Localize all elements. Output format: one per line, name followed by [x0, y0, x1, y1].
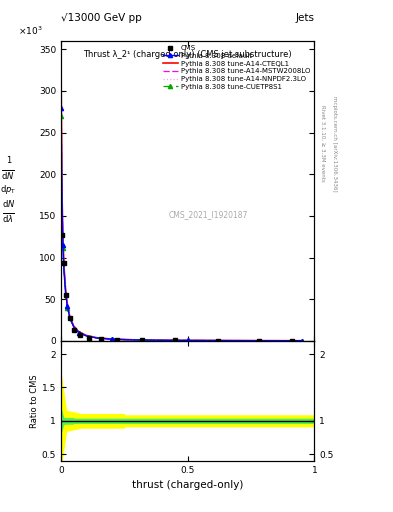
X-axis label: thrust (charged-only): thrust (charged-only): [132, 480, 243, 490]
Text: mcplots.cern.ch [arXiv:1306.3436]: mcplots.cern.ch [arXiv:1306.3436]: [332, 96, 337, 191]
Y-axis label: 1
$\overline{\mathrm{d}N}$
$\mathrm{d}p_\mathrm{T}$
$\mathrm{d}N$
$\overline{\ma: 1 $\overline{\mathrm{d}N}$ $\mathrm{d}p_…: [0, 156, 17, 225]
Text: Jets: Jets: [296, 13, 314, 23]
Text: CMS_2021_I1920187: CMS_2021_I1920187: [168, 210, 248, 220]
Text: Rivet 3.1.10, ≥ 3.3M events: Rivet 3.1.10, ≥ 3.3M events: [320, 105, 325, 182]
Y-axis label: Ratio to CMS: Ratio to CMS: [30, 374, 39, 428]
Text: $\times 10^3$: $\times 10^3$: [18, 25, 42, 37]
Text: Thrust λ_2¹ (charged only) (CMS jet substructure): Thrust λ_2¹ (charged only) (CMS jet subs…: [83, 50, 292, 59]
Text: √13000 GeV pp: √13000 GeV pp: [61, 13, 141, 23]
Legend: CMS, Pythia 8.308 default, Pythia 8.308 tune-A14-CTEQL1, Pythia 8.308 tune-A14-M: CMS, Pythia 8.308 default, Pythia 8.308 …: [160, 42, 313, 93]
